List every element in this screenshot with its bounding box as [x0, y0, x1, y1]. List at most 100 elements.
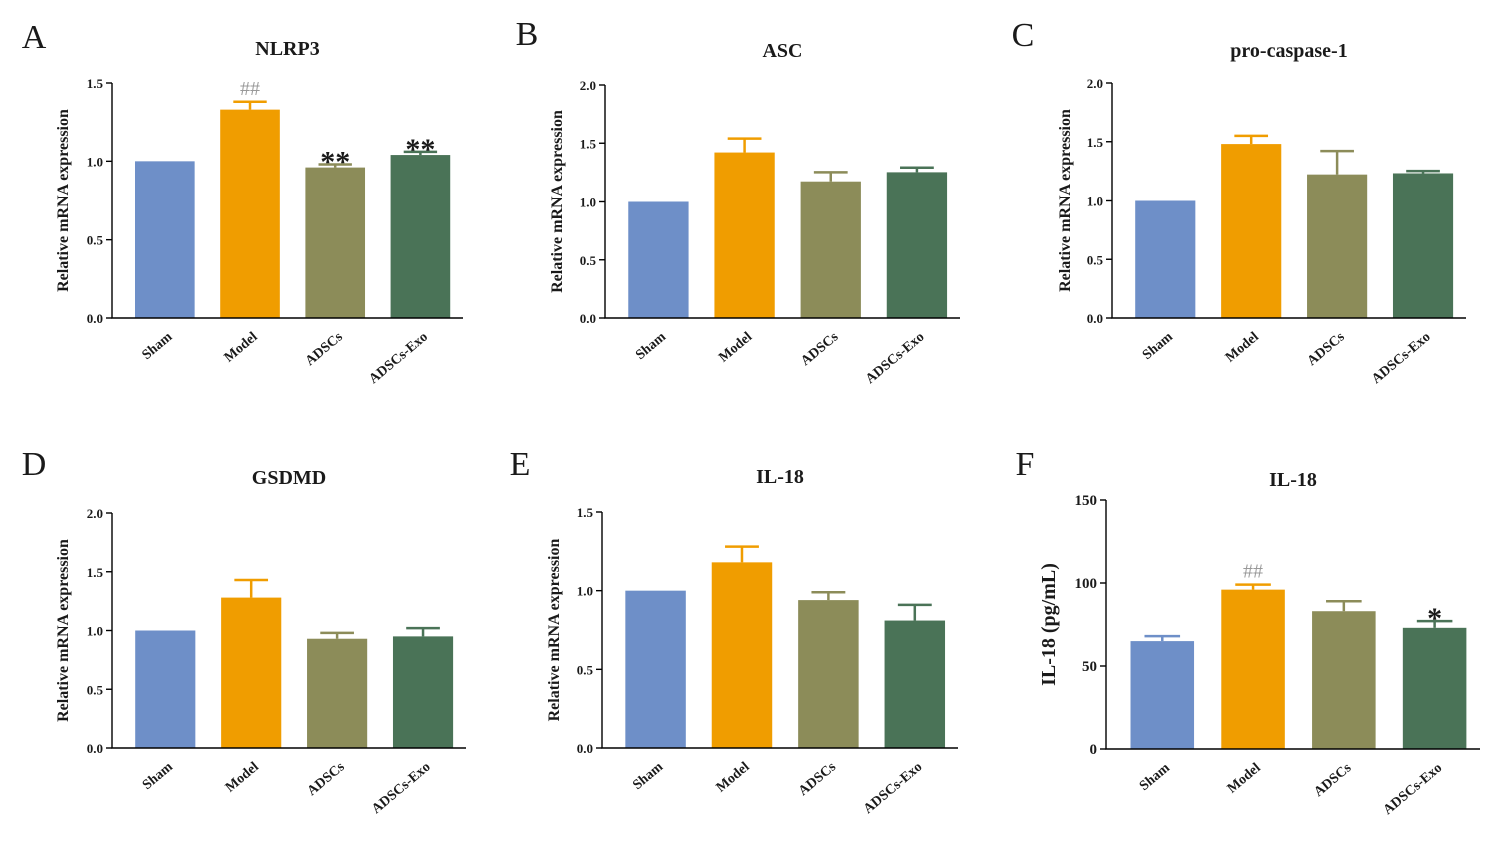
bar-adscs-exo — [1392, 173, 1454, 318]
y-tick-label: 2.0 — [87, 506, 103, 521]
x-tick-label: ADSCs — [1305, 329, 1348, 369]
y-tick-label: 150 — [1075, 493, 1098, 509]
y-tick-label: 100 — [1075, 576, 1098, 592]
x-tick-label: ADSCs-Exo — [863, 330, 927, 388]
bar-adscs — [307, 638, 368, 748]
chart-title: IL-18 — [1269, 469, 1317, 491]
y-axis-label: IL-18 (pg/mL) — [1038, 563, 1060, 686]
x-tick-label: Sham — [633, 329, 669, 363]
x-tick-label: Sham — [1140, 329, 1176, 363]
x-tick-label: Sham — [140, 329, 176, 363]
panel-letter: C — [1012, 17, 1035, 54]
x-tick-label: Sham — [140, 759, 176, 793]
y-tick-label: 1.0 — [577, 584, 593, 599]
x-tick-label: ADSCs-Exo — [369, 760, 433, 818]
x-tick-label: ADSCs — [798, 329, 841, 369]
panel-letter: D — [22, 446, 47, 483]
bar-sham — [1130, 641, 1195, 749]
panel-e: E IL-18 Relative mRNA expression Sham Model A… — [510, 446, 958, 817]
significance-marker: * — [1427, 602, 1442, 635]
x-tick-label: ADSCs-Exo — [1369, 330, 1433, 388]
bar-adscs-exo — [390, 155, 451, 318]
x-tick-label: ADSCs — [303, 329, 346, 369]
bar-adscs-exo — [392, 636, 454, 748]
panel-letter: E — [510, 446, 531, 483]
panel-letter: A — [22, 19, 47, 56]
y-axis-label: Relative mRNA expression — [549, 110, 566, 293]
x-tick-label: Model — [1225, 761, 1264, 797]
bar-model — [221, 597, 282, 748]
y-axis-label: Relative mRNA expression — [1057, 109, 1074, 292]
y-tick-label: 0.0 — [87, 741, 103, 756]
bar-adscs-exo — [884, 620, 946, 748]
y-tick-label: 0.0 — [577, 741, 593, 756]
y-tick-label: 0.5 — [577, 662, 594, 677]
bar-sham — [628, 201, 689, 318]
bar-adscs — [1307, 174, 1368, 318]
y-tick-label: 0.0 — [87, 311, 103, 326]
y-tick-label: 1.5 — [1087, 135, 1104, 150]
y-tick-label: 1.5 — [87, 76, 104, 91]
bar-adscs — [1312, 611, 1376, 749]
bar-adscs — [305, 167, 366, 318]
chart-title: ASC — [762, 40, 802, 62]
bar-sham — [135, 161, 195, 318]
chart-title: IL-18 — [756, 466, 804, 488]
x-tick-label: Sham — [1137, 760, 1173, 794]
bar-adscs — [798, 600, 859, 748]
x-tick-label: Model — [222, 330, 261, 366]
panel-d: D GSDMD Relative mRNA expression Sham Model A… — [22, 446, 466, 817]
panel-a: A NLRP3 Relative mRNA expression Sham ## Mode… — [22, 19, 463, 387]
y-tick-label: 1.5 — [577, 505, 594, 520]
chart-title: pro-caspase-1 — [1230, 40, 1347, 62]
bar-adscs-exo — [886, 172, 948, 318]
panel-letter: F — [1016, 446, 1035, 483]
y-tick-label: 0.5 — [87, 682, 104, 697]
bar-adscs — [800, 181, 861, 318]
bar-sham — [135, 630, 196, 748]
y-axis-label: Relative mRNA expression — [55, 539, 72, 722]
chart-title: NLRP3 — [255, 38, 319, 60]
y-tick-label: 0.0 — [1087, 311, 1103, 326]
y-tick-label: 1.5 — [87, 565, 104, 580]
panel-letter: B — [516, 16, 539, 53]
x-tick-label: Model — [223, 760, 262, 796]
significance-marker: ** — [320, 145, 350, 178]
significance-marker: ** — [405, 133, 435, 166]
chart-title: GSDMD — [252, 467, 326, 489]
bar-model — [220, 109, 280, 318]
x-tick-label: ADSCs — [1311, 760, 1354, 800]
y-tick-label: 1.0 — [1087, 194, 1103, 209]
bar-model — [1221, 144, 1282, 318]
bar-sham — [1135, 200, 1196, 318]
y-tick-label: 0.5 — [87, 233, 104, 248]
y-tick-label: 0.5 — [580, 253, 597, 268]
significance-marker: ## — [240, 78, 260, 100]
y-tick-label: 50 — [1082, 659, 1097, 675]
panel-b: B ASC Relative mRNA expression Sham Model ADS… — [516, 16, 960, 387]
y-tick-label: 0.5 — [1087, 252, 1104, 267]
y-axis-label: Relative mRNA expression — [55, 109, 72, 292]
y-tick-label: 1.0 — [87, 624, 103, 639]
y-tick-label: 1.0 — [87, 154, 103, 169]
x-tick-label: Sham — [630, 759, 666, 793]
significance-marker: ## — [1243, 561, 1263, 583]
x-tick-label: ADSCs-Exo — [367, 330, 431, 388]
y-tick-label: 2.0 — [580, 78, 596, 93]
bar-adscs-exo — [1402, 627, 1467, 749]
y-tick-label: 1.5 — [580, 136, 597, 151]
bar-sham — [625, 590, 686, 748]
y-tick-label: 1.0 — [580, 195, 596, 210]
x-tick-label: Model — [716, 330, 755, 366]
x-tick-label: ADSCs-Exo — [1381, 761, 1445, 819]
y-tick-label: 0.0 — [580, 311, 596, 326]
x-tick-label: ADSCs — [796, 759, 839, 799]
x-tick-label: Model — [1223, 330, 1262, 366]
bar-model — [1221, 589, 1285, 749]
x-tick-label: ADSCs-Exo — [861, 760, 925, 818]
y-axis-label: Relative mRNA expression — [546, 539, 563, 722]
x-tick-label: Model — [714, 760, 753, 796]
bar-model — [711, 562, 773, 748]
